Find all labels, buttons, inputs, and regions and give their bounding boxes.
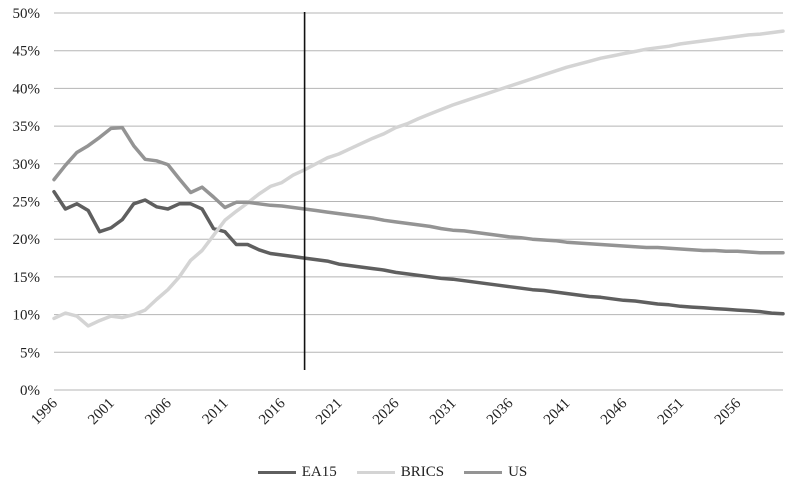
series-line-us xyxy=(52,125,785,255)
y-tick-label: 30% xyxy=(13,157,41,173)
legend-swatch xyxy=(257,470,296,474)
legend-label: BRICS xyxy=(400,463,445,480)
x-tick-label: 2001 xyxy=(85,396,118,429)
y-tick-label: 45% xyxy=(13,44,41,60)
y-tick-label: 0% xyxy=(20,383,40,399)
y-tick-label: 15% xyxy=(13,270,41,286)
x-tick-label: 2056 xyxy=(712,395,745,428)
y-tick-label: 20% xyxy=(13,232,41,248)
x-tick-label: 2006 xyxy=(142,395,175,428)
x-tick-label: 2016 xyxy=(256,395,289,428)
y-axis-tick-labels: 0% 5% 10% 15% 20% 25% 30% 35% 40% 45% 50% xyxy=(13,6,41,399)
gridlines xyxy=(54,12,783,391)
legend-item-brics: BRICS xyxy=(356,463,445,481)
x-axis-tick-labels: 1996 2001 2006 2011 2016 2021 2026 2031 2036 2041… xyxy=(28,395,744,428)
legend-label: EA15 xyxy=(301,463,337,480)
x-tick-label: 2036 xyxy=(484,395,517,428)
x-tick-label: 1996 xyxy=(28,395,61,428)
y-tick-label: 40% xyxy=(13,81,41,97)
legend-swatch xyxy=(464,470,503,474)
x-tick-label: 2021 xyxy=(313,396,346,429)
y-tick-label: 10% xyxy=(13,308,41,324)
y-tick-label: 25% xyxy=(13,195,41,211)
x-tick-label: 2046 xyxy=(598,395,631,428)
y-tick-label: 35% xyxy=(13,119,41,135)
x-tick-label: 2026 xyxy=(370,395,403,428)
x-tick-label: 2011 xyxy=(200,396,232,428)
legend-item-ea15: EA15 xyxy=(257,463,337,481)
legend-label: US xyxy=(508,463,528,480)
legend: EA15 BRICS US xyxy=(0,462,785,482)
y-tick-label: 5% xyxy=(20,345,40,361)
series-lines xyxy=(52,29,785,328)
series-line-ea15 xyxy=(52,189,785,316)
legend-swatch xyxy=(356,470,395,474)
series-line-brics xyxy=(52,29,785,328)
y-tick-label: 50% xyxy=(13,6,41,22)
x-tick-label: 2041 xyxy=(541,396,574,429)
x-tick-label: 2031 xyxy=(427,396,460,429)
x-tick-label: 2051 xyxy=(655,396,688,429)
legend-item-us: US xyxy=(464,464,527,481)
